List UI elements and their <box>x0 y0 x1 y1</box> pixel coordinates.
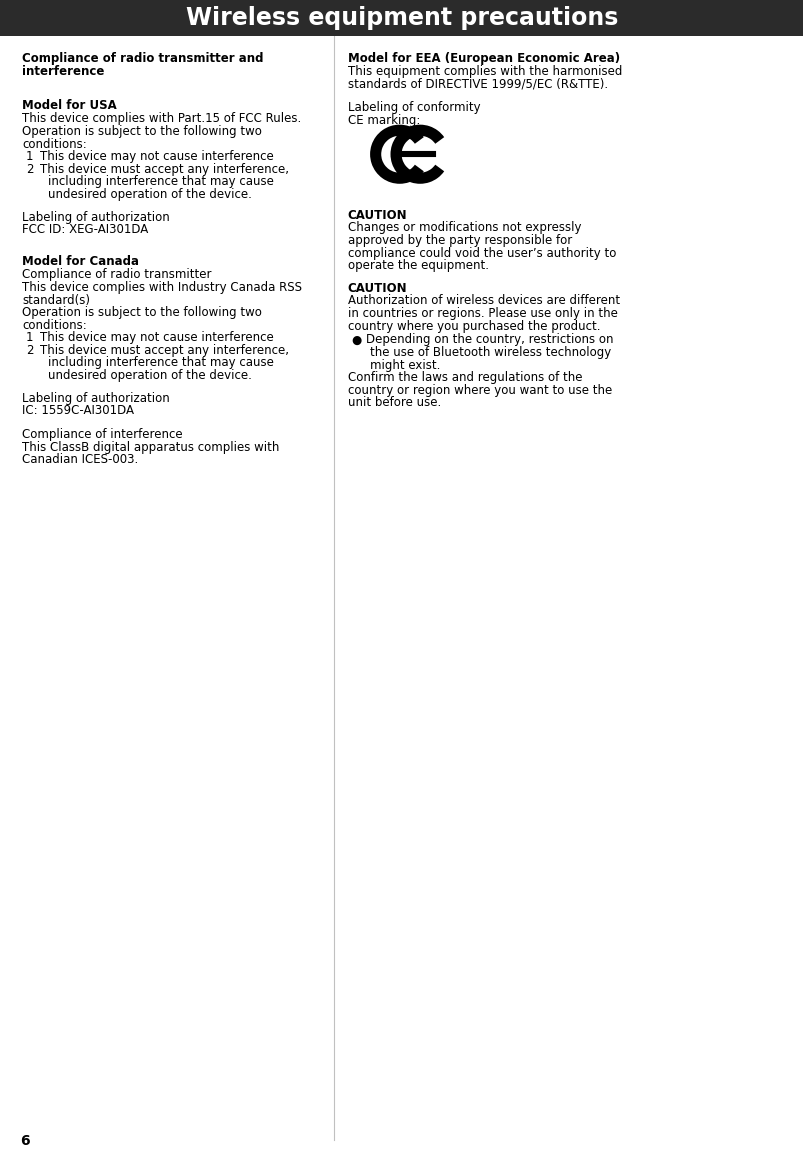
Text: 1: 1 <box>26 331 34 344</box>
Text: 6: 6 <box>20 1134 30 1148</box>
Text: Wireless equipment precautions: Wireless equipment precautions <box>185 6 618 30</box>
Text: This device must accept any interference,: This device must accept any interference… <box>40 344 288 357</box>
Text: Depending on the country, restrictions on: Depending on the country, restrictions o… <box>365 333 613 346</box>
Text: 1: 1 <box>26 150 34 163</box>
Text: 2: 2 <box>26 163 34 176</box>
Text: including interference that may cause: including interference that may cause <box>48 357 274 370</box>
Text: conditions:: conditions: <box>22 318 87 332</box>
Text: CAUTION: CAUTION <box>347 208 407 222</box>
Text: the use of Bluetooth wireless technology: the use of Bluetooth wireless technology <box>369 346 610 359</box>
Text: This device must accept any interference,: This device must accept any interference… <box>40 163 288 176</box>
Text: CAUTION: CAUTION <box>347 282 407 295</box>
Text: Compliance of radio transmitter and: Compliance of radio transmitter and <box>22 51 263 66</box>
Text: Operation is subject to the following two: Operation is subject to the following tw… <box>22 307 262 319</box>
Text: undesired operation of the device.: undesired operation of the device. <box>48 369 251 383</box>
Text: compliance could void the user’s authority to: compliance could void the user’s authori… <box>347 247 615 260</box>
Text: Compliance of radio transmitter: Compliance of radio transmitter <box>22 268 211 281</box>
Text: might exist.: might exist. <box>369 358 439 372</box>
Text: undesired operation of the device.: undesired operation of the device. <box>48 188 251 201</box>
Text: Model for Canada: Model for Canada <box>22 255 139 268</box>
Text: This equipment complies with the harmonised: This equipment complies with the harmoni… <box>347 64 622 77</box>
Text: This device complies with Industry Canada RSS: This device complies with Industry Canad… <box>22 281 302 294</box>
Text: Changes or modifications not expressly: Changes or modifications not expressly <box>347 221 581 234</box>
Text: including interference that may cause: including interference that may cause <box>48 176 274 188</box>
Text: Labeling of conformity: Labeling of conformity <box>347 101 479 113</box>
Text: FCC ID: XEG-AI301DA: FCC ID: XEG-AI301DA <box>22 223 148 236</box>
Text: This device may not cause interference: This device may not cause interference <box>40 150 273 163</box>
Text: Compliance of interference: Compliance of interference <box>22 428 182 441</box>
Bar <box>0 0 803 36</box>
Text: conditions:: conditions: <box>22 138 87 151</box>
Text: standard(s): standard(s) <box>22 294 90 307</box>
Text: CE marking:: CE marking: <box>347 113 419 126</box>
Text: standards of DIRECTIVE 1999/5/EC (R&TTE).: standards of DIRECTIVE 1999/5/EC (R&TTE)… <box>347 77 607 90</box>
Text: unit before use.: unit before use. <box>347 397 440 410</box>
Text: interference: interference <box>22 64 104 77</box>
Text: country where you purchased the product.: country where you purchased the product. <box>347 319 599 332</box>
Text: Model for USA: Model for USA <box>22 98 116 111</box>
Text: This device may not cause interference: This device may not cause interference <box>40 331 273 344</box>
Text: Canadian ICES-003.: Canadian ICES-003. <box>22 453 138 467</box>
Text: Confirm the laws and regulations of the: Confirm the laws and regulations of the <box>347 371 581 384</box>
Text: 2: 2 <box>26 344 34 357</box>
Text: ●: ● <box>351 333 361 346</box>
Text: This device complies with Part.15 of FCC Rules.: This device complies with Part.15 of FCC… <box>22 112 301 125</box>
Text: operate the equipment.: operate the equipment. <box>347 259 488 273</box>
Text: Model for EEA (European Economic Area): Model for EEA (European Economic Area) <box>347 51 619 66</box>
Text: Authorization of wireless devices are different: Authorization of wireless devices are di… <box>347 295 619 308</box>
Text: Labeling of authorization: Labeling of authorization <box>22 211 169 223</box>
Text: approved by the party responsible for: approved by the party responsible for <box>347 234 571 247</box>
Text: This ClassB digital apparatus complies with: This ClassB digital apparatus complies w… <box>22 441 279 454</box>
Text: in countries or regions. Please use only in the: in countries or regions. Please use only… <box>347 307 617 319</box>
Text: Labeling of authorization: Labeling of authorization <box>22 392 169 405</box>
Text: country or region where you want to use the: country or region where you want to use … <box>347 384 611 397</box>
Text: IC: 1559C-AI301DA: IC: 1559C-AI301DA <box>22 405 134 418</box>
Text: Operation is subject to the following two: Operation is subject to the following tw… <box>22 125 262 138</box>
